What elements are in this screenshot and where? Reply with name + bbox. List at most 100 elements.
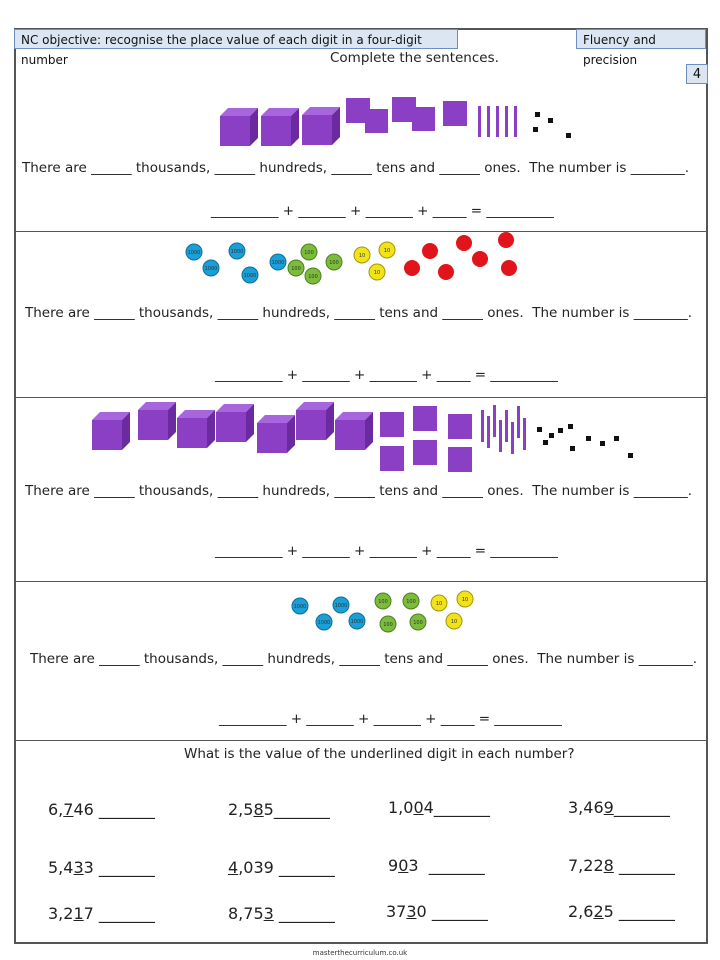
- number-item: 4,039 _______: [228, 858, 335, 877]
- answer-blank[interactable]: _______: [618, 902, 675, 921]
- answer-blank[interactable]: ______: [331, 160, 372, 176]
- ten-rod: [493, 405, 496, 437]
- ten-counter: 10: [368, 263, 386, 281]
- page-number-badge: 4: [686, 64, 708, 84]
- ten-rod: [481, 410, 484, 442]
- answer-blank[interactable]: __________: [219, 711, 287, 727]
- answer-blank[interactable]: ______: [217, 305, 259, 321]
- answer-blank[interactable]: ________.: [630, 160, 689, 176]
- one-counter: [498, 232, 514, 248]
- answer-blank[interactable]: ______: [447, 651, 488, 667]
- answer-blank[interactable]: _______: [306, 711, 354, 727]
- hundred-counter: 100: [300, 243, 318, 261]
- answer-blank[interactable]: _____: [436, 543, 471, 559]
- answer-blank[interactable]: _______: [302, 367, 350, 383]
- answer-blank[interactable]: __________: [486, 203, 554, 219]
- thousand-counter: 1000: [332, 596, 350, 614]
- answer-blank[interactable]: ______: [99, 651, 140, 667]
- sentence-q4: There are ______ thousands, ______ hundr…: [30, 651, 697, 667]
- answer-blank[interactable]: __________: [494, 711, 562, 727]
- answer-blank[interactable]: ______: [334, 483, 375, 499]
- answer-blank[interactable]: _______: [365, 203, 413, 219]
- ten-counter: 10: [353, 246, 371, 264]
- answer-blank[interactable]: _______: [302, 543, 350, 559]
- answer-blank[interactable]: _______: [433, 798, 490, 817]
- answer-blank[interactable]: ______: [334, 305, 375, 321]
- answer-blank[interactable]: _______: [98, 858, 155, 877]
- answer-blank[interactable]: _____: [436, 367, 471, 383]
- answer-blank[interactable]: ______: [442, 483, 483, 499]
- answer-blank[interactable]: __________: [211, 203, 279, 219]
- answer-blank[interactable]: __________: [215, 543, 283, 559]
- answer-blank[interactable]: __________: [215, 367, 283, 383]
- one-cube: [535, 112, 540, 117]
- svg-text:1000: 1000: [335, 603, 348, 609]
- answer-blank[interactable]: ________.: [638, 651, 697, 667]
- answer-blank[interactable]: _______: [98, 904, 155, 923]
- ten-rod: [511, 422, 514, 454]
- answer-blank[interactable]: ______: [94, 305, 135, 321]
- answer-blank[interactable]: _______: [298, 203, 346, 219]
- answer-blank[interactable]: _______: [98, 800, 155, 819]
- one-cube: [548, 118, 553, 123]
- ten-rod: [478, 106, 481, 137]
- thousand-counter: 1000: [185, 243, 203, 261]
- category-label: Fluency and precision: [576, 29, 706, 67]
- answer-blank[interactable]: _____: [432, 203, 467, 219]
- answer-blank[interactable]: _______: [613, 798, 670, 817]
- svg-text:1000: 1000: [318, 620, 331, 626]
- answer-blank[interactable]: ______: [439, 160, 480, 176]
- hundred-flat: [448, 447, 472, 472]
- hundred-counter: 100: [379, 615, 397, 633]
- hundred-flat: [443, 101, 467, 126]
- sentence-q3: There are ______ thousands, ______ hundr…: [25, 483, 692, 499]
- answer-blank[interactable]: ______: [91, 160, 132, 176]
- ten-rod: [487, 416, 490, 448]
- objective-label: NC objective: recognise the place value …: [14, 29, 458, 67]
- answer-blank[interactable]: _______: [373, 711, 421, 727]
- answer-blank[interactable]: _______: [278, 858, 335, 877]
- hundred-counter: 100: [402, 592, 420, 610]
- answer-blank[interactable]: _______: [278, 904, 335, 923]
- section-title-underlined: What is the value of the underlined digi…: [184, 746, 575, 762]
- answer-blank[interactable]: ______: [217, 483, 259, 499]
- ten-rod: [517, 406, 520, 438]
- answer-blank[interactable]: _____: [440, 711, 475, 727]
- hundred-flat: [413, 406, 437, 431]
- svg-text:100: 100: [308, 274, 318, 280]
- svg-text:100: 100: [413, 620, 423, 626]
- ten-rod: [505, 410, 508, 442]
- answer-blank[interactable]: _______: [273, 800, 330, 819]
- answer-blank[interactable]: ______: [339, 651, 380, 667]
- answer-blank[interactable]: ________.: [633, 483, 692, 499]
- one-counter: [404, 260, 420, 276]
- answer-blank[interactable]: ______: [442, 305, 483, 321]
- answer-blank[interactable]: ______: [94, 483, 135, 499]
- answer-blank[interactable]: _______: [618, 856, 675, 875]
- ten-rod: [514, 106, 517, 137]
- answer-blank[interactable]: ________.: [633, 305, 692, 321]
- answer-blank[interactable]: ______: [214, 160, 256, 176]
- number-item: 3,217 _______: [48, 904, 155, 923]
- answer-blank[interactable]: __________: [490, 367, 558, 383]
- ten-counter: 10: [456, 590, 474, 608]
- thousand-counter: 1000: [348, 612, 366, 630]
- answer-blank[interactable]: _______: [369, 543, 417, 559]
- number-item: 5,433 _______: [48, 858, 155, 877]
- hundred-flat: [380, 412, 404, 437]
- thousand-counter: 1000: [291, 597, 309, 615]
- answer-blank[interactable]: ______: [222, 651, 264, 667]
- answer-blank[interactable]: __________: [490, 543, 558, 559]
- svg-text:1000: 1000: [272, 260, 285, 266]
- sentence-q2: There are ______ thousands, ______ hundr…: [25, 305, 692, 321]
- svg-text:1000: 1000: [294, 604, 307, 610]
- ten-rod: [496, 106, 499, 137]
- one-cube: [568, 424, 573, 429]
- answer-blank[interactable]: _______: [431, 902, 488, 921]
- answer-blank[interactable]: _______: [428, 856, 485, 875]
- equation-q2: __________ + _______ + _______ + _____ =…: [215, 367, 558, 383]
- svg-text:100: 100: [383, 622, 393, 628]
- answer-blank[interactable]: _______: [369, 367, 417, 383]
- number-item: 903 _______: [388, 856, 485, 875]
